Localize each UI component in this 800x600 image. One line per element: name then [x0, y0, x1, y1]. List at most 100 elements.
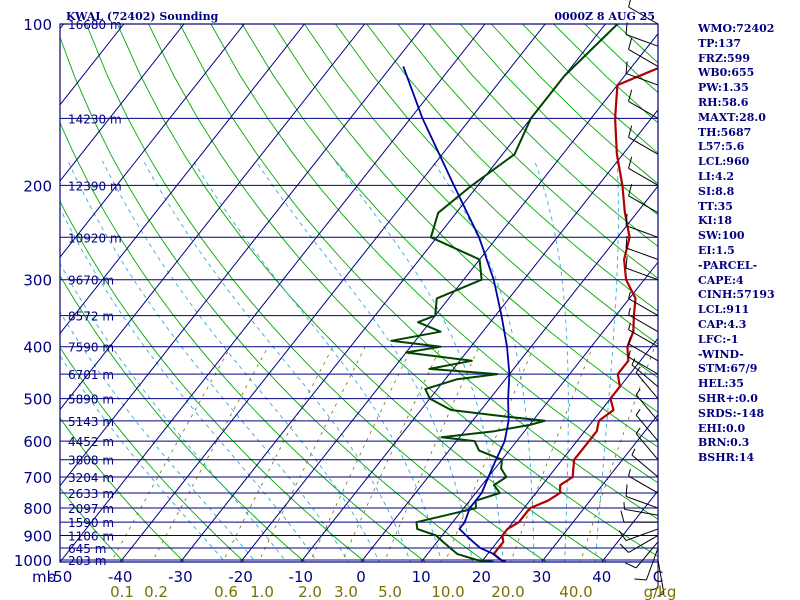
pressure-label: 100 [23, 16, 52, 34]
index-entry: EI:1.5 [698, 243, 735, 257]
index-entry: -PARCEL- [698, 258, 758, 272]
dry-adiabat [304, 24, 658, 379]
height-label: 14230 m [68, 112, 122, 126]
isotherm [60, 24, 366, 411]
wind-barb [618, 528, 659, 542]
isotherm [60, 24, 426, 487]
index-entry: RH:58.6 [698, 95, 749, 109]
wind-barb [628, 89, 659, 119]
mixing-ratio-line [579, 346, 656, 562]
isotherm [540, 413, 658, 562]
index-entry: L57:5.6 [698, 140, 745, 154]
dry-adiabat [366, 24, 658, 312]
moist-adiabat [534, 160, 569, 562]
station-title: KWAL (72402) Sounding [66, 10, 219, 23]
height-label: 4452 m [68, 435, 114, 449]
index-entry: BSHR:14 [698, 451, 755, 465]
temperature-profile [492, 66, 658, 562]
temperature-tick-label: -10 [289, 568, 314, 586]
mixing-ratio-line [110, 346, 232, 562]
isotherm [60, 24, 185, 182]
index-entry: FRZ:599 [698, 51, 751, 65]
index-entry: BRN:0.3 [698, 436, 750, 450]
height-label: 2633 m [68, 487, 114, 501]
wind-barb [657, 559, 665, 597]
temperature-tick-label: -50 [48, 568, 73, 586]
dry-adiabat [272, 24, 658, 413]
pressure-label: 400 [23, 339, 52, 357]
mixing-ratio-line [510, 346, 594, 562]
index-entry: SHR+:0.0 [698, 391, 758, 405]
mixing-ratio-label: 0.2 [144, 583, 168, 600]
moist-adiabat [192, 160, 442, 562]
height-label: 16680 m [68, 18, 122, 32]
temperature-unit: C [653, 568, 663, 586]
moist-adiabat [432, 160, 535, 562]
wind-barb [628, 37, 659, 67]
temperature-tick-label: -40 [108, 568, 133, 586]
isotherm [480, 337, 658, 562]
height-label: 5143 m [68, 415, 114, 429]
wind-barb [628, 336, 659, 362]
dry-adiabat [85, 24, 547, 562]
mixing-ratio-label: 5.0 [378, 583, 402, 600]
mixing-ratio-label: 3.0 [334, 583, 358, 600]
wind-barb [631, 358, 659, 388]
index-entry: WMO:72402 [698, 22, 775, 35]
isotherm [60, 24, 65, 30]
moist-adiabat [143, 160, 411, 562]
plot-frame [59, 23, 659, 563]
wind-barb [625, 256, 659, 281]
wind-barb [628, 469, 659, 494]
index-entry: SW:100 [698, 229, 745, 243]
height-label: 645 m [68, 542, 106, 556]
dry-adiabat [60, 200, 366, 562]
moist-adiabat [60, 311, 257, 562]
dry-adiabat [60, 346, 246, 562]
wind-barb [634, 547, 659, 581]
index-entry: LFC:-1 [698, 332, 739, 346]
stability-indices-list: WMO:72402 TP:137 FRZ:599 WB0:655 PW:1.35 RH:5… [698, 22, 798, 466]
mixing-ratio-label: 20.0 [491, 583, 524, 600]
wind-barb [635, 427, 659, 461]
dry-adiabat [210, 24, 658, 484]
index-entry: CAPE:4 [698, 273, 744, 287]
index-entry: MAXT:28.0 [698, 110, 766, 124]
height-label: 7590 m [68, 341, 114, 355]
moist-adiabat [101, 160, 380, 562]
isotherm [420, 261, 658, 562]
moist-adiabat [60, 262, 287, 562]
dry-adiabat [60, 417, 185, 562]
height-label: 12390 m [68, 179, 122, 193]
wind-barb [620, 510, 658, 523]
wind-barb [631, 448, 659, 478]
mixing-ratio-label: 0.6 [214, 583, 238, 600]
height-label: 5890 m [68, 393, 114, 407]
moist-adiabat [60, 207, 318, 562]
wind-barb [628, 156, 659, 186]
pressure-label: 1000 [14, 552, 52, 570]
index-entry: STM:67/9 [698, 362, 758, 376]
temperature-tick-label: 10 [412, 568, 431, 586]
mixing-ratio-line [222, 346, 334, 562]
height-label: 6701 m [68, 368, 114, 382]
pressure-label: 300 [23, 272, 52, 290]
mixing-ratio-label: 1.0 [250, 583, 274, 600]
index-entry: LCL:960 [698, 155, 750, 169]
height-label: 1590 m [68, 516, 114, 530]
mixing-ratio-line [258, 346, 366, 562]
dry-adiabat [60, 121, 427, 562]
isotherm [0, 24, 3, 571]
wind-barb [628, 322, 659, 348]
temperature-tick-label: -20 [228, 568, 253, 586]
wind-barb [628, 291, 659, 317]
dry-adiabat [179, 24, 658, 520]
moist-adiabat [594, 160, 619, 562]
height-label: 203 m [68, 554, 106, 568]
height-label: 9670 m [68, 274, 114, 288]
wind-barb-column [618, 0, 665, 597]
y-axis-unit: mb [32, 568, 56, 586]
index-entry: LCL:911 [698, 303, 750, 317]
temperature-tick-label: 20 [472, 568, 491, 586]
height-label: 8572 m [68, 310, 114, 324]
